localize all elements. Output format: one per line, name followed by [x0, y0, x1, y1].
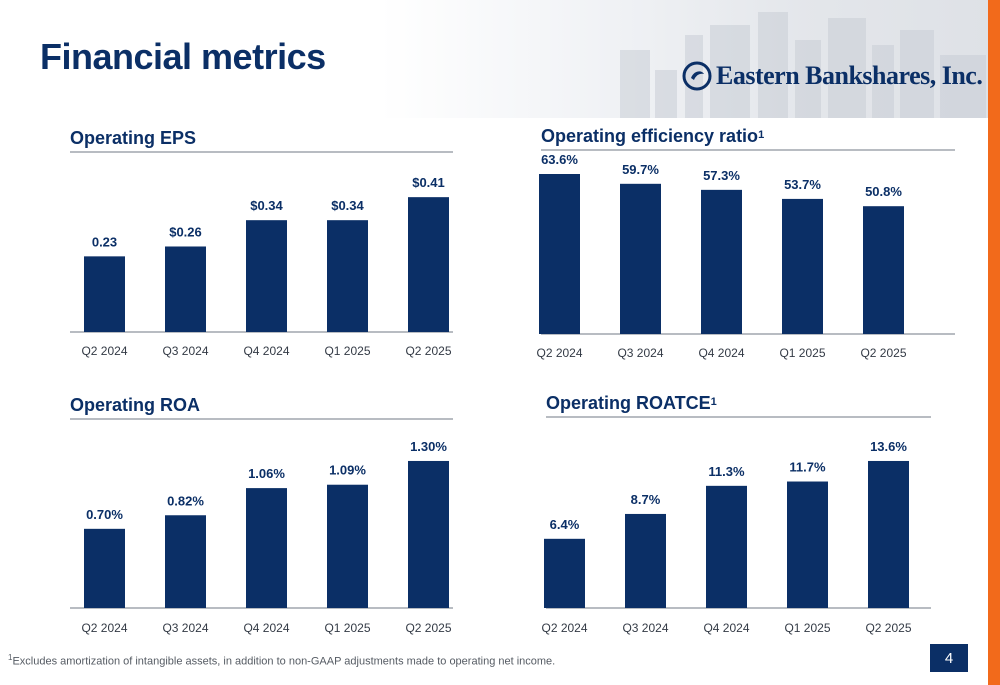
category-label: Q1 2025 — [324, 344, 370, 358]
category-label: Q4 2024 — [243, 621, 289, 635]
bar — [782, 198, 823, 334]
chart-title-rule — [70, 151, 453, 153]
category-label: Q2 2024 — [81, 344, 127, 358]
category-label: Q4 2024 — [698, 346, 744, 360]
footnote: 1Excludes amortization of intangible ass… — [8, 653, 555, 668]
data-label: 63.6% — [541, 152, 578, 167]
data-label: 8.7% — [631, 492, 661, 507]
data-label: 11.7% — [789, 460, 826, 475]
data-label: $0.41 — [412, 175, 445, 190]
data-label: 1.06% — [248, 466, 285, 481]
logo-text: Eastern Bankshares, Inc. — [716, 61, 983, 90]
chart-operating-eps: Operating EPS 0.23 Q2 2024 $0.26 Q3 2024 $0.… — [70, 128, 470, 368]
data-label: 11.3% — [708, 464, 745, 479]
category-label: Q2 2024 — [541, 621, 587, 635]
bar-chart-svg: 0.23 Q2 2024 $0.26 Q3 2024 $0.34 Q4 2024 $0.34… — [70, 175, 453, 358]
bar — [701, 189, 742, 334]
data-label: 1.30% — [410, 439, 447, 454]
bar — [246, 220, 287, 332]
page-title: Financial metrics — [40, 36, 326, 77]
data-label: 57.3% — [703, 168, 740, 183]
logo-icon — [682, 61, 712, 91]
chart-title: Operating EPS — [70, 128, 196, 149]
chart-title-footnote-marker: 1 — [710, 396, 717, 408]
bar-chart-svg: 63.6% Q2 2024 59.7% Q3 2024 57.3% Q4 2024 53.7… — [536, 152, 955, 360]
header-skyline-image — [380, 0, 988, 118]
category-label: Q2 2025 — [405, 344, 451, 358]
bar-chart-svg: 6.4% Q2 2024 8.7% Q3 2024 11.3% Q4 2024 11.7% Q… — [541, 439, 931, 635]
data-label: 53.7% — [784, 177, 821, 192]
category-label: Q3 2024 — [622, 621, 668, 635]
bar — [706, 485, 747, 608]
bar — [408, 460, 449, 608]
category-label: Q2 2025 — [865, 621, 911, 635]
category-label: Q2 2025 — [860, 346, 906, 360]
chart-operating-roatce: Operating ROATCE1 6.4% Q2 2024 8.7% Q3 2024… — [541, 393, 966, 645]
category-label: Q1 2025 — [324, 621, 370, 635]
data-label: 59.7% — [622, 162, 659, 177]
chart-title-rule — [546, 416, 931, 418]
footnote-text: Excludes amortization of intangible asse… — [12, 655, 556, 668]
bar — [863, 206, 904, 334]
chart-title-text: Operating EPS — [70, 128, 197, 148]
data-label: $0.34 — [250, 198, 283, 213]
bar — [84, 528, 125, 608]
page-number: 4 — [930, 644, 968, 672]
data-label: 0.23 — [92, 234, 117, 249]
chart-title-text: Operating ROATCE — [546, 393, 711, 413]
data-label: 0.70% — [86, 507, 123, 522]
data-label: $0.34 — [331, 198, 364, 213]
company-logo: Eastern Bankshares, Inc. — [682, 58, 983, 94]
bar — [165, 246, 206, 332]
category-label: Q2 2025 — [405, 621, 451, 635]
chart-operating-efficiency-ratio: Operating efficiency ratio1 63.6% Q2 2024… — [536, 126, 961, 368]
chart-title: Operating ROA — [70, 395, 200, 416]
bar — [165, 515, 206, 608]
chart-title-text: Operating efficiency ratio — [541, 126, 759, 146]
bar — [84, 256, 125, 332]
category-label: Q4 2024 — [243, 344, 289, 358]
category-label: Q1 2025 — [779, 346, 825, 360]
data-label: $0.26 — [169, 224, 202, 239]
chart-title: Operating ROATCE1 — [546, 393, 717, 414]
category-label: Q3 2024 — [617, 346, 663, 360]
accent-bar — [988, 0, 1000, 685]
data-label: 6.4% — [550, 517, 580, 532]
bar — [327, 220, 368, 332]
bar — [408, 197, 449, 332]
category-label: Q1 2025 — [784, 621, 830, 635]
category-label: Q2 2024 — [536, 346, 582, 360]
chart-title-footnote-marker: 1 — [758, 129, 765, 141]
data-label: 0.82% — [167, 493, 204, 508]
footnote-marker: 1 — [8, 653, 13, 662]
chart-title-text: Operating ROA — [70, 395, 201, 415]
data-label: 13.6% — [870, 439, 907, 454]
chart-operating-roa: Operating ROA 0.70% Q2 2024 0.82% Q3 2024 1.… — [70, 395, 470, 645]
bar — [544, 538, 585, 608]
chart-title-rule — [70, 418, 453, 420]
chart-title: Operating efficiency ratio1 — [541, 126, 764, 147]
category-label: Q4 2024 — [703, 621, 749, 635]
bar — [868, 460, 909, 608]
bar-chart-svg: 0.70% Q2 2024 0.82% Q3 2024 1.06% Q4 2024 1.09… — [70, 439, 453, 635]
bar — [539, 174, 580, 334]
category-label: Q3 2024 — [162, 344, 208, 358]
category-label: Q2 2024 — [81, 621, 127, 635]
category-label: Q3 2024 — [162, 621, 208, 635]
bar — [246, 488, 287, 608]
bar — [787, 481, 828, 608]
bar — [620, 183, 661, 334]
data-label: 1.09% — [329, 463, 366, 478]
bar — [327, 484, 368, 608]
data-label: 50.8% — [865, 184, 902, 199]
chart-title-rule — [541, 149, 955, 151]
bar — [625, 513, 666, 608]
